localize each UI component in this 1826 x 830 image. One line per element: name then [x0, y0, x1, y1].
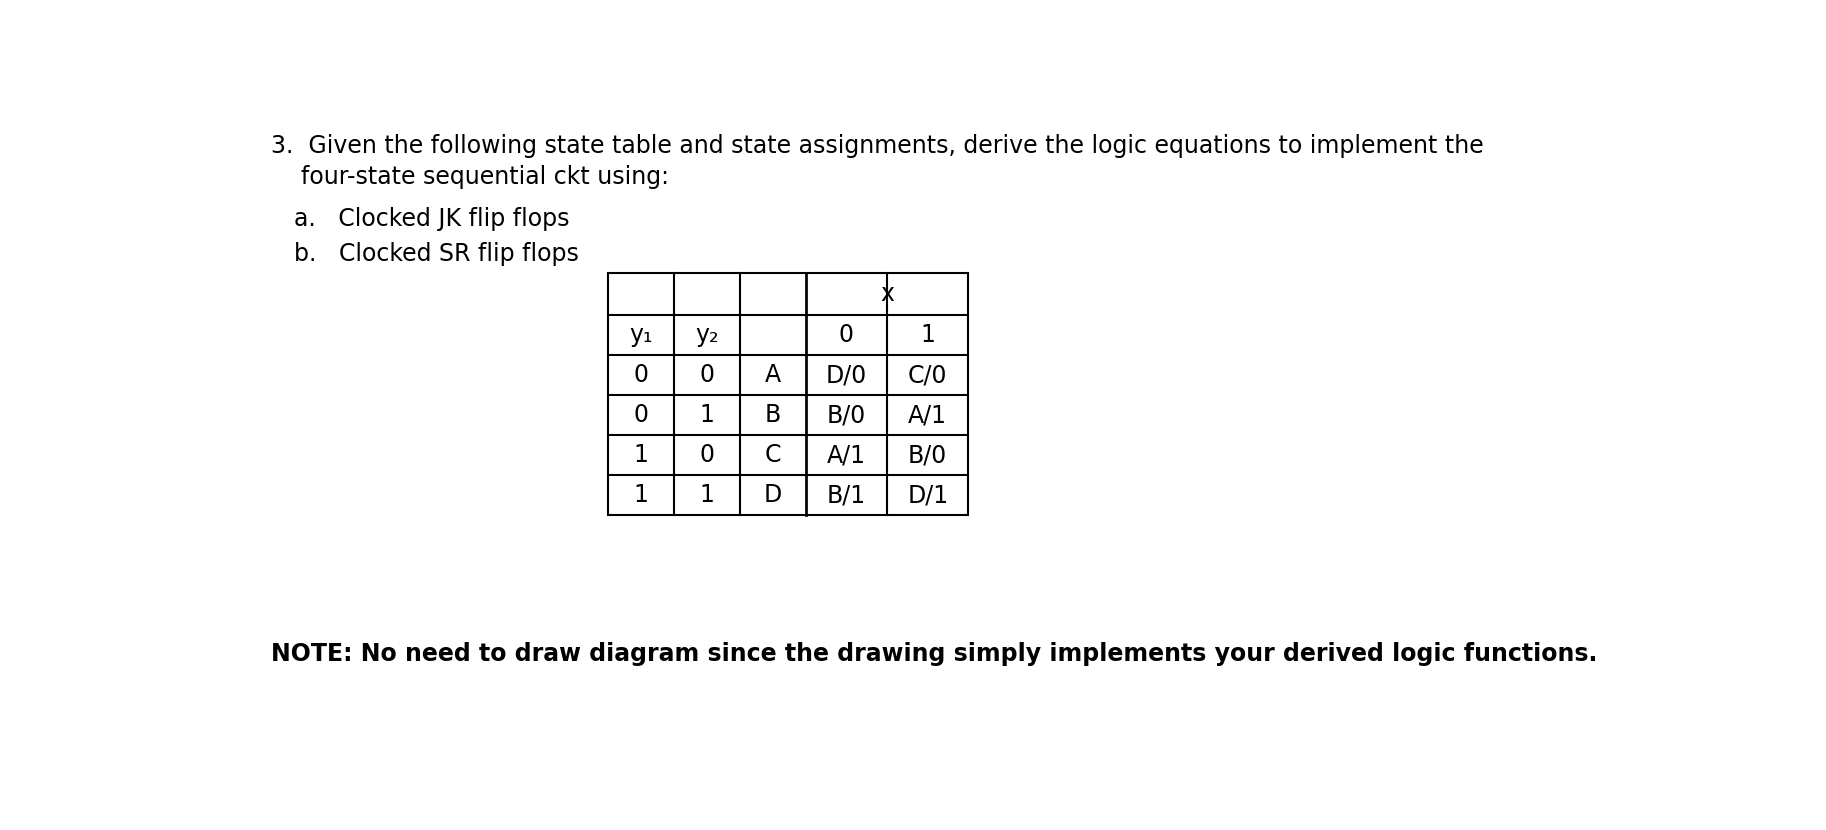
Text: 1: 1 — [699, 483, 714, 507]
Text: 0: 0 — [634, 364, 648, 388]
Text: C: C — [765, 443, 782, 467]
Text: B: B — [765, 403, 782, 427]
Text: x: x — [880, 282, 895, 306]
Text: D/0: D/0 — [825, 364, 867, 388]
Text: 1: 1 — [699, 403, 714, 427]
Text: D/1: D/1 — [908, 483, 948, 507]
Text: 0: 0 — [699, 364, 714, 388]
Text: 1: 1 — [634, 483, 648, 507]
Text: NOTE: No need to draw diagram since the drawing simply implements your derived l: NOTE: No need to draw diagram since the … — [270, 642, 1598, 666]
Text: y₂: y₂ — [696, 323, 719, 347]
Text: A: A — [765, 364, 782, 388]
Text: D: D — [763, 483, 782, 507]
Text: four-state sequential ckt using:: four-state sequential ckt using: — [270, 165, 668, 189]
Text: y₁: y₁ — [630, 323, 652, 347]
Text: 0: 0 — [838, 323, 855, 347]
Text: B/1: B/1 — [827, 483, 866, 507]
Text: b.   Clocked SR flip flops: b. Clocked SR flip flops — [294, 242, 579, 266]
Text: 3.  Given the following state table and state assignments, derive the logic equa: 3. Given the following state table and s… — [270, 134, 1483, 159]
Text: C/0: C/0 — [908, 364, 948, 388]
Text: B/0: B/0 — [827, 403, 866, 427]
Text: A/1: A/1 — [908, 403, 948, 427]
Text: 0: 0 — [634, 403, 648, 427]
Text: 1: 1 — [634, 443, 648, 467]
Text: A/1: A/1 — [827, 443, 866, 467]
Text: 0: 0 — [699, 443, 714, 467]
Text: B/0: B/0 — [908, 443, 948, 467]
Bar — [608, 273, 968, 515]
Text: 1: 1 — [920, 323, 935, 347]
Text: a.   Clocked JK flip flops: a. Clocked JK flip flops — [294, 208, 570, 232]
